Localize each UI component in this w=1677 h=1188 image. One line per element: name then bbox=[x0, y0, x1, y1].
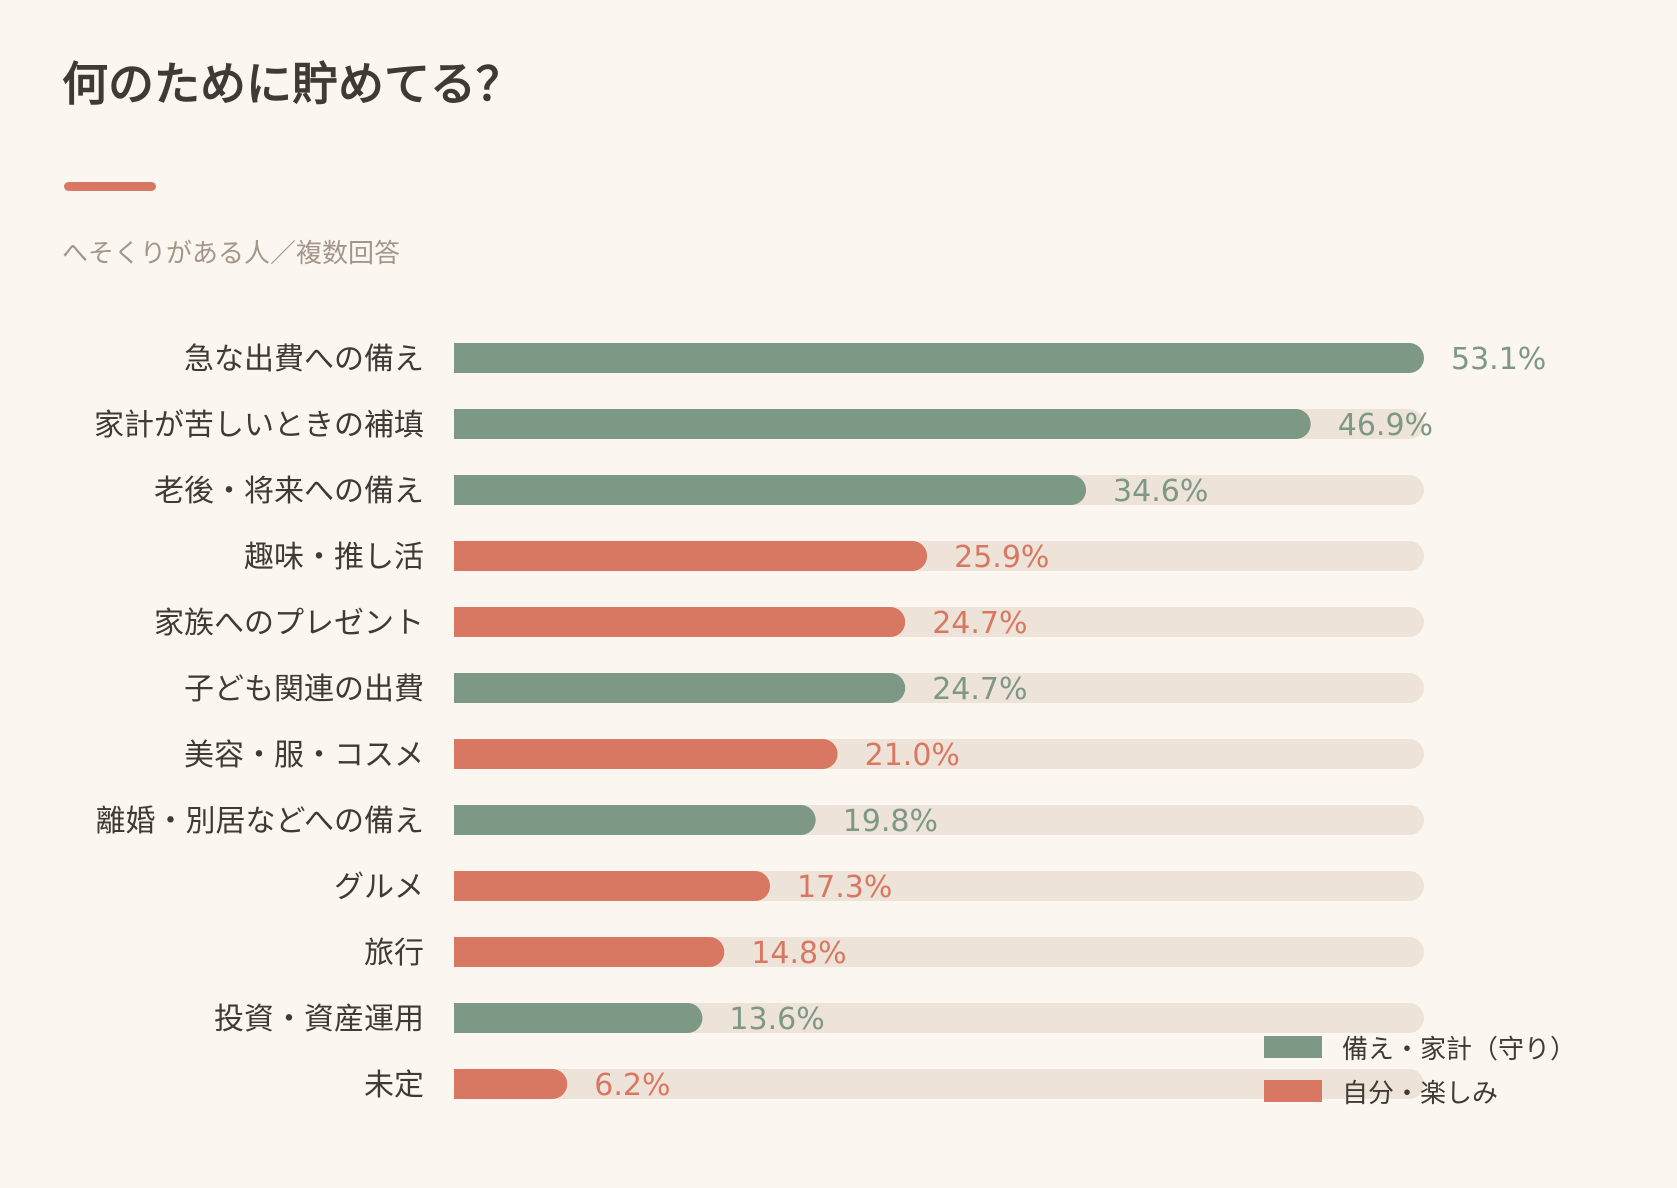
category-label-0: 急な出費への備え bbox=[184, 342, 424, 377]
value-label-10: 13.6% bbox=[729, 1002, 824, 1037]
bar-1 bbox=[454, 409, 1311, 439]
category-label-6: 美容・服・コスメ bbox=[184, 738, 424, 773]
legend-label-defense: 備え・家計（守り） bbox=[1342, 1034, 1577, 1065]
value-label-3: 25.9% bbox=[954, 540, 1049, 575]
category-label-3: 趣味・推し活 bbox=[244, 540, 424, 575]
category-label-1: 家計が苦しいときの補填 bbox=[94, 408, 424, 443]
legend-swatch-defense bbox=[1264, 1036, 1322, 1058]
category-label-9: 旅行 bbox=[364, 936, 424, 971]
value-label-2: 34.6% bbox=[1113, 474, 1208, 509]
value-label-11: 6.2% bbox=[594, 1068, 670, 1103]
legend-label-enjoy: 自分・楽しみ bbox=[1342, 1078, 1499, 1109]
category-label-5: 子ども関連の出費 bbox=[184, 672, 424, 707]
bar-6 bbox=[454, 739, 838, 769]
bar-track-11 bbox=[454, 1069, 1424, 1099]
value-label-4: 24.7% bbox=[932, 606, 1027, 641]
value-label-1: 46.9% bbox=[1338, 408, 1433, 443]
bar-8 bbox=[454, 871, 771, 901]
value-label-7: 19.8% bbox=[843, 804, 938, 839]
bar-4 bbox=[454, 607, 906, 637]
legend-item-enjoy: 自分・楽しみ bbox=[1264, 1069, 1576, 1113]
value-label-8: 17.3% bbox=[797, 870, 892, 905]
bar-11 bbox=[454, 1069, 568, 1099]
value-label-6: 21.0% bbox=[865, 738, 960, 773]
legend-item-defense: 備え・家計（守り） bbox=[1264, 1025, 1576, 1069]
value-label-9: 14.8% bbox=[751, 936, 846, 971]
bar-2 bbox=[454, 475, 1087, 505]
category-label-7: 離婚・別居などへの備え bbox=[96, 804, 425, 839]
category-label-8: グルメ bbox=[334, 870, 424, 905]
value-label-0: 53.1% bbox=[1451, 342, 1546, 377]
category-label-2: 老後・将来への備え bbox=[154, 474, 424, 509]
chart-legend: 備え・家計（守り） 自分・楽しみ bbox=[1264, 1025, 1576, 1113]
bar-3 bbox=[454, 541, 928, 571]
chart-title: 何のために貯めてる？ bbox=[62, 57, 522, 111]
category-label-11: 未定 bbox=[364, 1068, 424, 1103]
legend-swatch-enjoy bbox=[1264, 1080, 1322, 1102]
bar-10 bbox=[454, 1003, 703, 1033]
bar-5 bbox=[454, 673, 906, 703]
category-label-4: 家族へのプレゼント bbox=[154, 606, 424, 641]
bar-0 bbox=[454, 343, 1424, 373]
bar-9 bbox=[454, 937, 725, 967]
title-accent-line bbox=[64, 182, 156, 191]
category-label-10: 投資・資産運用 bbox=[214, 1002, 424, 1037]
chart-subtitle: へそくりがある人／複数回答 bbox=[62, 239, 401, 269]
bar-7 bbox=[454, 805, 816, 835]
value-label-5: 24.7% bbox=[932, 672, 1027, 707]
